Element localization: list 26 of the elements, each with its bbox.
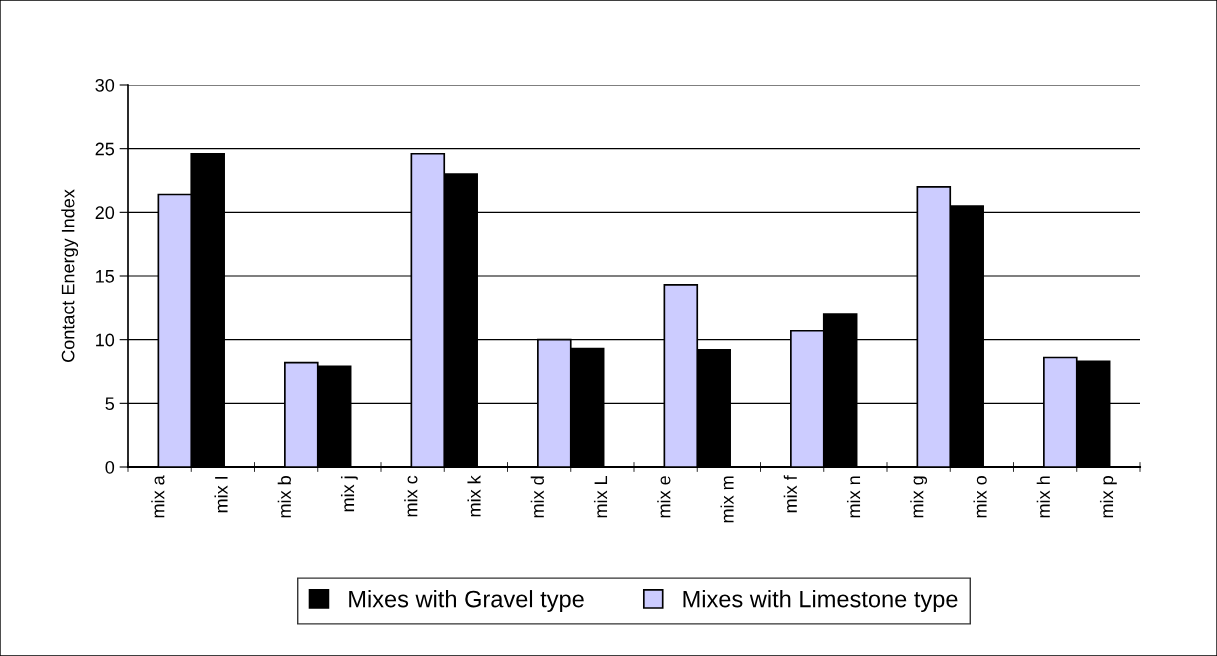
y-tick-label: 30 — [95, 78, 115, 92]
x-tick-label: mix k — [467, 475, 481, 517]
y-axis-title: Contact Energy Index — [61, 189, 79, 362]
x-tick-label: mix g — [910, 476, 928, 518]
x-tick-label: mix c — [404, 475, 418, 517]
x-tick-label: mix p — [1099, 476, 1117, 518]
y-tick-label: 5 — [105, 397, 115, 411]
x-tick-label: mix I — [214, 477, 228, 513]
x-tick-label: mix f — [783, 475, 797, 513]
x-tick-label: mix d — [530, 476, 544, 518]
legend-label: Mixes with Gravel type — [349, 590, 584, 613]
x-tick-label: mix n — [846, 476, 861, 518]
x-tick-label: mix j — [340, 476, 358, 512]
legend-label: Mixes with Limestone type — [683, 590, 958, 613]
x-tick-label: mix m — [720, 476, 734, 523]
x-tick-label: mix e — [657, 476, 671, 518]
y-tick-label: 0 — [105, 460, 115, 474]
y-tick-label: 20 — [95, 206, 115, 220]
y-tick-label: 10 — [96, 333, 115, 347]
x-tick-label: mix h — [1036, 476, 1050, 518]
y-tick-label: 25 — [95, 142, 115, 156]
x-tick-label: mix b — [277, 476, 291, 518]
x-tick-label: mix L — [593, 475, 608, 518]
x-tick-label: mix a — [151, 475, 165, 518]
x-tick-label: mix o — [973, 476, 987, 518]
y-tick-label: 15 — [96, 270, 115, 283]
